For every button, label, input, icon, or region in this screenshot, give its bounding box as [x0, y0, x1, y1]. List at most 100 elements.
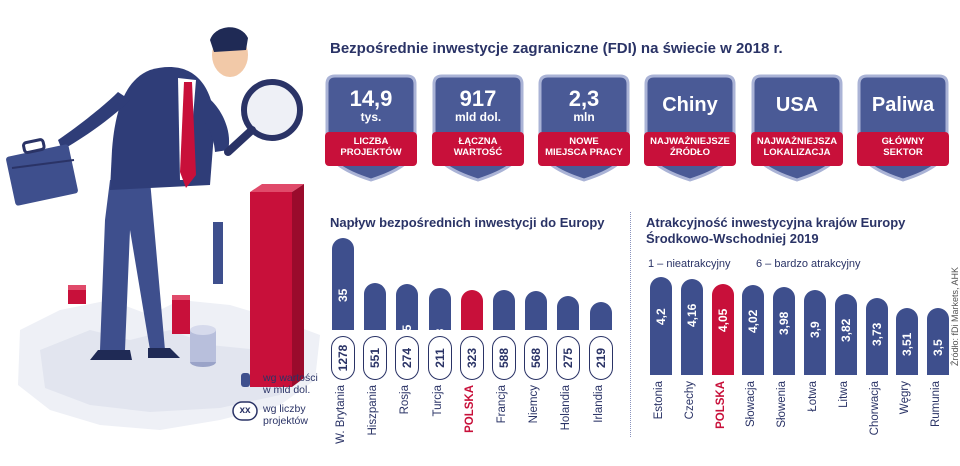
- scale-max-label: 6 – bardzo atrakcyjny: [756, 258, 861, 270]
- fdi-category-label: Francja: [496, 385, 508, 424]
- kpi-unit: tys.: [360, 110, 382, 124]
- fdi-category-label: POLSKA: [463, 385, 476, 433]
- fdi-bar: [460, 290, 483, 330]
- legend-value-swatch: [241, 373, 250, 387]
- attractiveness-bar: [650, 277, 672, 375]
- kpi-value: Chiny: [662, 94, 718, 116]
- kpi-label: GŁÓWNY SEKTOR: [881, 136, 925, 158]
- attractiveness-category-label: Rumunia: [930, 381, 943, 428]
- scale-min-label: 1 – nieatrakcyjny: [648, 258, 731, 270]
- map-bar-red-medium: [172, 298, 190, 334]
- fdi-bar: [428, 288, 451, 330]
- kpi-badge: 2,3 mln NOWE MIEJSCA PRACY: [536, 74, 632, 184]
- fdi-bar: [557, 296, 580, 330]
- kpi-unit: mld dol.: [455, 110, 501, 124]
- kpi-label: NAJWAŻNIEJSZA LOKALIZACJA: [756, 136, 838, 158]
- kpi-label: NAJWAŻNIEJSZE ŹRÓDŁO: [650, 136, 730, 158]
- attractiveness-bar: [773, 287, 796, 375]
- kpi-unit: mln: [573, 110, 595, 124]
- attractiveness-category-label: Litwa: [837, 381, 850, 408]
- fdi-count-value: 274: [400, 347, 415, 369]
- kpi-value: Paliwa: [871, 94, 935, 116]
- kpi-badge: Paliwa GŁÓWNY SEKTOR: [855, 74, 951, 184]
- page-title: Bezpośrednie inwestycje zagraniczne (FDI…: [330, 40, 783, 57]
- fdi-category-label: Rosja: [399, 385, 412, 415]
- attractiveness-category-label: Słowacja: [745, 381, 758, 428]
- attractiveness-category-label: Estonia: [653, 381, 665, 420]
- fdi-count-box: [363, 336, 388, 380]
- attractiveness-bar-value: 3,82: [838, 318, 853, 342]
- attractiveness-category-label: Chorwacja: [868, 381, 881, 436]
- magnifier-icon: [241, 79, 303, 141]
- fdi-europe-chart-title: Napływ bezpośrednich inwestycji do Europ…: [330, 215, 605, 230]
- attractiveness-bar: [865, 298, 888, 375]
- fdi-count-box: [588, 336, 613, 380]
- tie: [180, 82, 196, 188]
- kpi-badge: 917 mld dol. ŁĄCZNA WARTOŚĆ: [430, 74, 526, 184]
- attractiveness-category-label: Czechy: [683, 381, 696, 420]
- chart-divider: [630, 212, 631, 437]
- attractiveness-bar-value: 3,73: [869, 322, 884, 346]
- legend-count-swatch: [232, 401, 258, 421]
- fdi-category-label: W. Brytania: [335, 385, 347, 444]
- attractiveness-bar: [711, 284, 734, 375]
- kpi-value: 917: [459, 86, 497, 111]
- kpi-value: USA: [775, 94, 819, 116]
- fdi-count-box: [427, 336, 452, 380]
- attractiveness-bar: [680, 279, 703, 375]
- attractiveness-bar-value: 4,2: [654, 308, 668, 325]
- fdi-count-box: [459, 336, 484, 380]
- fdi-count-value: 323: [464, 347, 479, 369]
- fdi-count-value: 568: [529, 347, 544, 369]
- kpi-label: LICZBA PROJEKTÓW: [340, 136, 402, 158]
- attractiveness-bar-value: 3,9: [808, 321, 822, 338]
- attractiveness-bar: [834, 294, 857, 375]
- attractiveness-category-label: POLSKA: [714, 381, 727, 429]
- map-bar-red-small: [68, 288, 86, 304]
- kpi-value: 2,3: [568, 86, 600, 111]
- fdi-category-label: Niemcy: [528, 385, 541, 424]
- legend-count-symbol: xx: [239, 405, 251, 416]
- attractiveness-category-label: Słowenia: [776, 381, 789, 428]
- legend-value-label: wg wartości w mld dol.: [263, 372, 318, 396]
- businessman-legs: [100, 180, 165, 350]
- legend-count-label: wg liczby projektów: [263, 403, 308, 427]
- attractiveness-bar-value: 3,51: [900, 332, 915, 356]
- businessman-illustration: [6, 27, 320, 430]
- kpi-label: ŁĄCZNA WARTOŚĆ: [453, 136, 503, 158]
- fdi-bar: [525, 291, 548, 330]
- fdi-count-box: [331, 336, 355, 380]
- fdi-category-label: Turcja: [431, 385, 444, 417]
- attractiveness-bar: [742, 285, 765, 375]
- fdi-bar: [493, 290, 515, 330]
- attractiveness-bar: [804, 290, 826, 375]
- fdi-count-box: [395, 336, 420, 380]
- fdi-count-value: 588: [497, 347, 511, 369]
- attractiveness-category-label: Węgry: [899, 381, 912, 415]
- map-bar-navy: [213, 222, 223, 284]
- source-note: Źródło: fDi Markets, AHK: [950, 266, 960, 366]
- fdi-count-box: [556, 336, 581, 380]
- map-bar-red-large: [250, 192, 292, 387]
- kpi-badge: 14,9 tys. LICZBA PROJEKTÓW: [323, 74, 419, 184]
- fdi-count-value: 1278: [336, 344, 350, 372]
- fdi-count-value: 275: [561, 347, 576, 369]
- fdi-category-label: Hiszpania: [367, 385, 380, 436]
- attractiveness-bar-value: 4,16: [684, 303, 699, 327]
- businessman-body: [110, 67, 215, 190]
- fdi-count-box: [492, 336, 516, 380]
- kpi-label: NOWE MIEJSCA PRACY: [545, 136, 623, 158]
- attractiveness-chart-title: Atrakcyjność inwestycyjna krajów Europy …: [646, 215, 906, 246]
- fdi-category-label: Irlandia: [592, 385, 605, 423]
- fdi-bar-value: 35: [336, 288, 350, 302]
- attractiveness-bar-value: 3,98: [777, 311, 792, 335]
- fdi-count-value: 211: [432, 348, 447, 368]
- kpi-value: 14,9: [349, 86, 393, 111]
- fdi-count-box: [524, 336, 549, 380]
- kpi-badge: USA NAJWAŻNIEJSZA LOKALIZACJA: [749, 74, 845, 184]
- fdi-count-value: 219: [593, 347, 608, 369]
- briefcase-icon: [6, 138, 78, 206]
- attractiveness-bar: [896, 308, 919, 375]
- attractiveness-bar-value: 4,02: [746, 309, 761, 333]
- fdi-category-label: Holandia: [560, 385, 573, 431]
